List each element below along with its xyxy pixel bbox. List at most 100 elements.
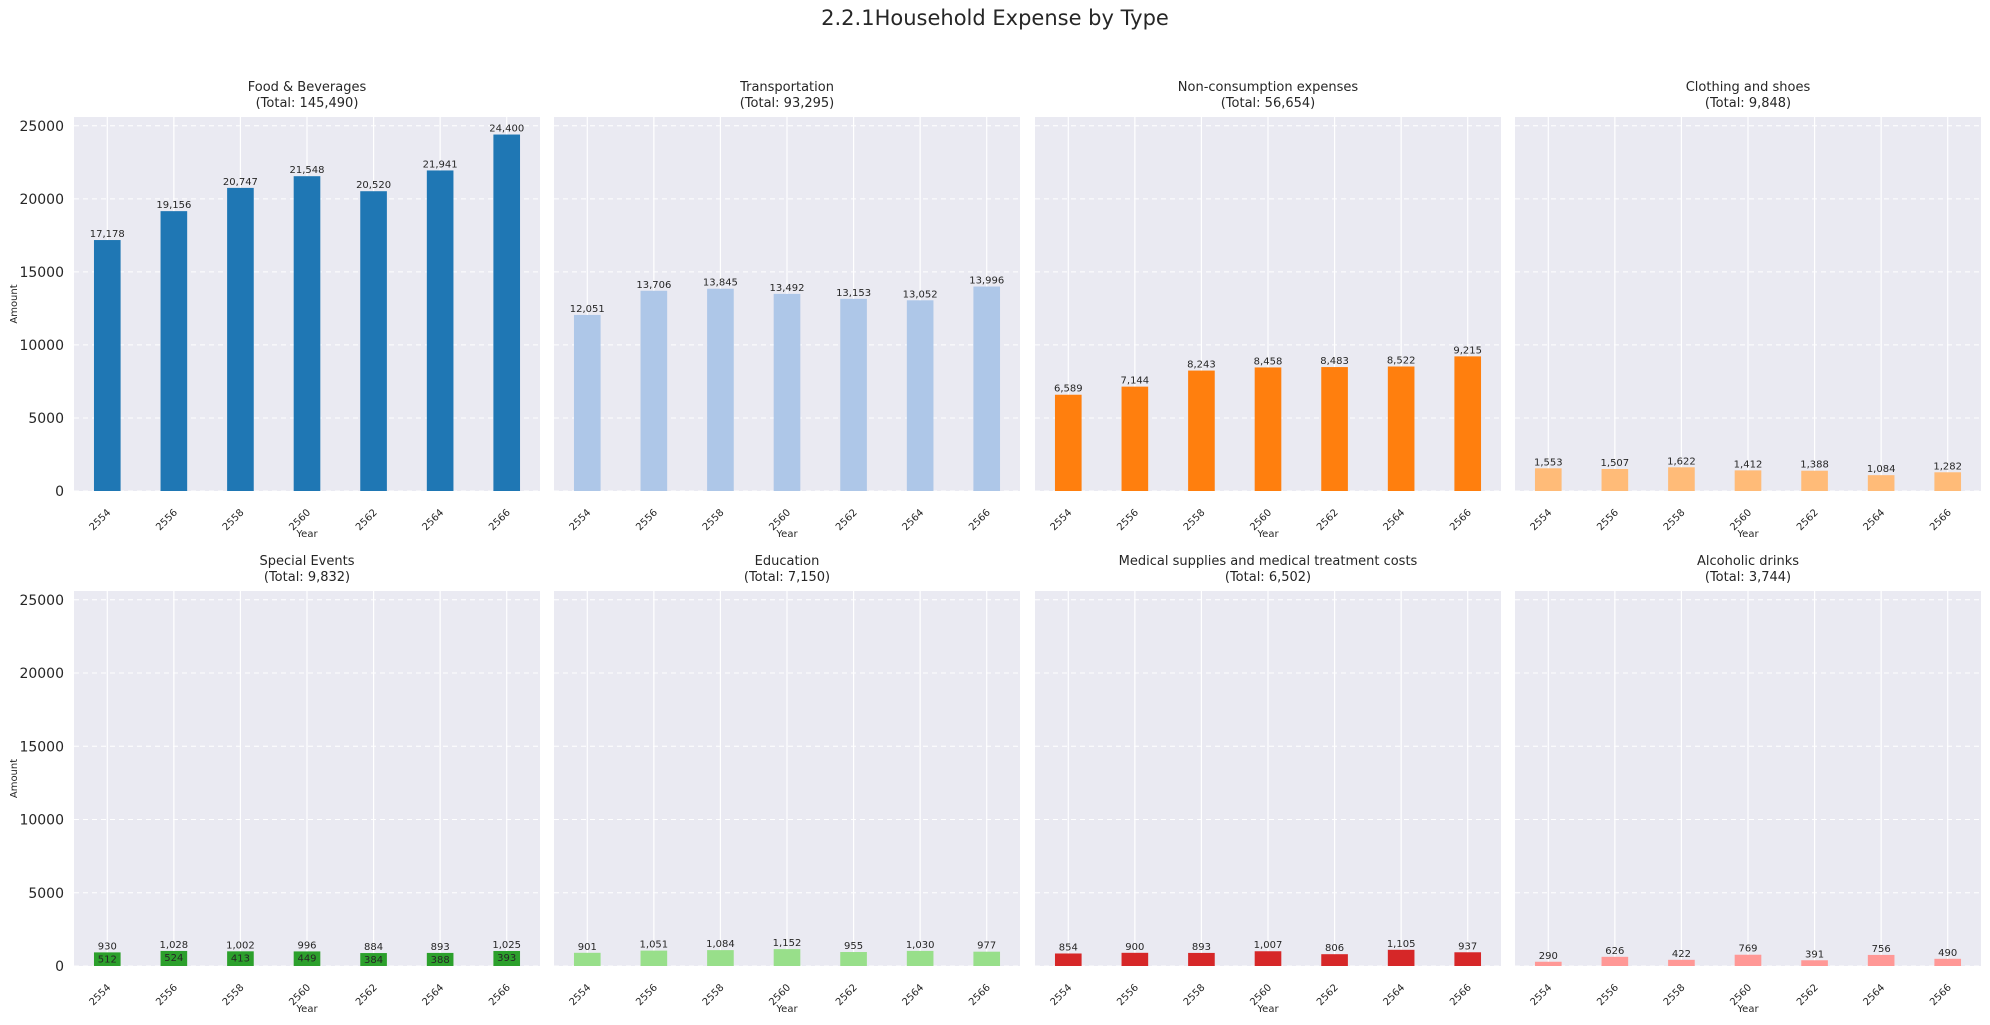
x-axis-label: Year xyxy=(1256,1004,1279,1015)
figure-title: 2.2.1Household Expense by Type xyxy=(821,6,1169,30)
x-tick-label: 2564 xyxy=(420,507,446,533)
y-tick-label: 0 xyxy=(55,484,64,500)
bar-2554 xyxy=(93,952,121,966)
subplot-2: Transportation(Total: 93,295) 12,051 2554 1… xyxy=(554,80,1020,540)
data-label: 19,156 xyxy=(156,200,191,211)
subplot-total: (Total: 7,150) xyxy=(744,570,830,585)
subplot-title: Education xyxy=(755,554,820,569)
x-tick-label: 2562 xyxy=(1315,507,1341,533)
x-tick-label: 2566 xyxy=(967,507,993,533)
y-axis-label: Amount xyxy=(9,759,20,798)
subplot-6: Education(Total: 7,150) 901 2554 1,051 2556 1… xyxy=(554,554,1020,1015)
subplot-title: Special Events xyxy=(260,554,355,569)
inner-data-label: 384 xyxy=(364,955,383,966)
x-axis-label: Year xyxy=(295,529,318,540)
data-label: 1,388 xyxy=(1800,460,1829,471)
x-tick-label: 2566 xyxy=(1448,507,1474,533)
bar-2562 xyxy=(360,953,387,966)
x-tick-label: 2554 xyxy=(1049,507,1075,533)
subplot-total: (Total: 9,848) xyxy=(1705,96,1791,111)
x-tick-label: 2556 xyxy=(634,507,660,533)
x-tick-label: 2566 xyxy=(1448,982,1474,1008)
x-tick-label: 2554 xyxy=(1529,982,1555,1008)
bar-2564 xyxy=(1867,475,1895,491)
data-label: 290 xyxy=(1539,951,1558,962)
bar-2560 xyxy=(773,949,801,966)
x-axis-label: Year xyxy=(775,1004,798,1015)
x-axis-label: Year xyxy=(1736,529,1759,540)
bar-2560 xyxy=(293,951,321,966)
bar-2564 xyxy=(906,300,934,491)
inner-data-label: 413 xyxy=(231,953,250,964)
data-label: 1,152 xyxy=(773,938,802,949)
bar-2564 xyxy=(1387,366,1415,491)
bar-2564 xyxy=(426,170,454,492)
data-label: 20,520 xyxy=(356,180,391,191)
data-label: 6,589 xyxy=(1054,384,1083,395)
data-label: 806 xyxy=(1325,943,1344,954)
bar-2554 xyxy=(1054,953,1082,966)
bar-2558 xyxy=(1188,370,1215,491)
bar-2554 xyxy=(1534,961,1562,966)
y-tick-label: 15000 xyxy=(19,739,64,755)
bar-2554 xyxy=(1054,394,1082,491)
x-tick-label: 2554 xyxy=(1529,507,1555,533)
data-label: 901 xyxy=(578,942,597,953)
subplot-5: Special Events(Total: 9,832) 930 512 2554 1,… xyxy=(9,554,540,1015)
bar-2556 xyxy=(640,290,668,491)
x-tick-label: 2566 xyxy=(1928,507,1954,533)
data-label: 955 xyxy=(844,941,863,952)
data-label: 21,548 xyxy=(290,165,325,176)
data-label: 7,144 xyxy=(1121,376,1150,387)
y-tick-label: 5000 xyxy=(28,886,64,902)
data-label: 937 xyxy=(1458,941,1477,952)
y-tick-label: 10000 xyxy=(19,813,64,829)
data-label: 422 xyxy=(1672,949,1691,960)
data-label: 21,941 xyxy=(423,159,458,170)
subplot-7: Medical supplies and medical treatment c… xyxy=(1035,554,1501,1015)
bar-2556 xyxy=(1121,386,1149,491)
data-label: 1,553 xyxy=(1534,457,1563,468)
bar-2562 xyxy=(840,298,867,491)
x-tick-label: 2562 xyxy=(1795,507,1821,533)
x-tick-label: 2562 xyxy=(1795,982,1821,1008)
x-axis-label: Year xyxy=(1256,529,1279,540)
y-tick-label: 25000 xyxy=(19,119,64,135)
y-tick-label: 20000 xyxy=(19,666,64,682)
y-tick-label: 15000 xyxy=(19,265,64,281)
y-tick-label: 0 xyxy=(55,959,64,975)
data-label: 8,483 xyxy=(1320,356,1349,367)
inner-data-label: 393 xyxy=(497,953,516,964)
bar-2558 xyxy=(1668,959,1695,966)
bar-2556 xyxy=(640,950,668,966)
bar-2560 xyxy=(1734,470,1762,491)
x-tick-label: 2558 xyxy=(1182,982,1208,1008)
data-label: 884 xyxy=(364,942,383,953)
data-label: 1,025 xyxy=(492,940,521,951)
x-tick-label: 2556 xyxy=(154,507,180,533)
x-tick-label: 2558 xyxy=(1662,507,1688,533)
bar-2556 xyxy=(160,211,188,491)
subplot-total: (Total: 3,744) xyxy=(1705,570,1791,585)
subplot-title: Transportation xyxy=(739,80,834,95)
y-tick-label: 10000 xyxy=(19,338,64,354)
x-tick-label: 2554 xyxy=(1049,982,1075,1008)
inner-data-label: 449 xyxy=(297,953,316,964)
data-label: 8,458 xyxy=(1254,356,1283,367)
data-label: 1,002 xyxy=(226,940,255,951)
bar-2560 xyxy=(293,176,321,491)
bar-2562 xyxy=(1321,367,1348,491)
x-tick-label: 2556 xyxy=(154,982,180,1008)
subplot-total: (Total: 9,832) xyxy=(264,570,350,585)
bar-2562 xyxy=(1801,960,1828,966)
data-label: 490 xyxy=(1938,948,1957,959)
bar-2564 xyxy=(426,952,454,966)
subplot-title: Non-consumption expenses xyxy=(1178,80,1359,95)
bar-2562 xyxy=(360,191,387,491)
subplot-3: Non-consumption expenses(Total: 56,654) 6… xyxy=(1035,80,1501,540)
x-tick-label: 2556 xyxy=(634,982,660,1008)
bar-2564 xyxy=(1867,954,1895,966)
x-tick-label: 2558 xyxy=(1662,982,1688,1008)
subplot-total: (Total: 93,295) xyxy=(740,96,835,111)
